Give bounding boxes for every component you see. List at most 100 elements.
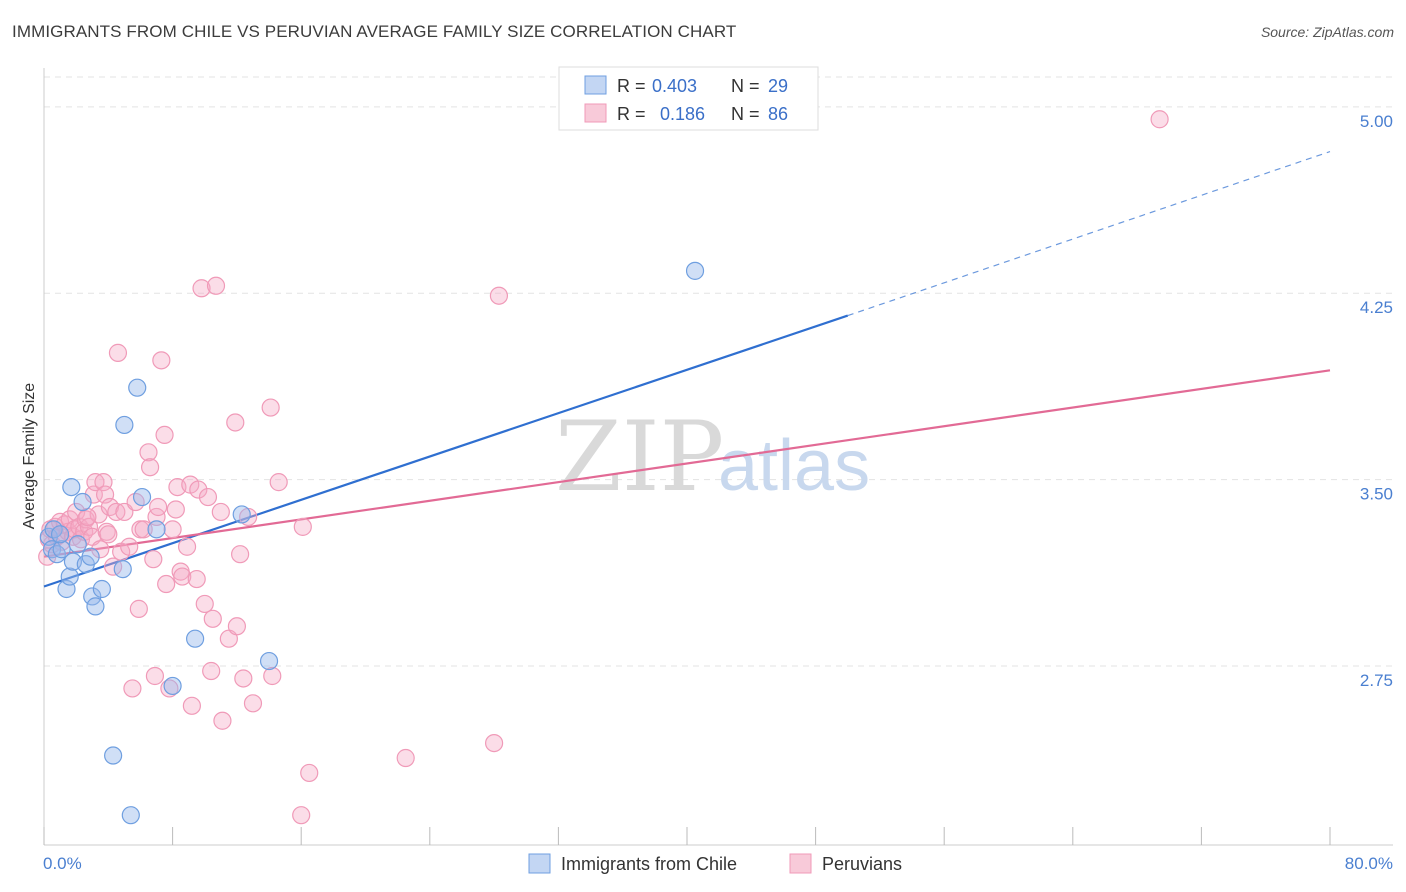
point-chile xyxy=(83,587,102,606)
legend-r-peruvians: 0.186 xyxy=(660,104,705,124)
point-peruvians xyxy=(91,540,110,559)
legend-series: Immigrants from Chile Peruvians xyxy=(528,853,902,874)
bottom-legend-swatch-chile xyxy=(528,853,551,874)
point-peruvians xyxy=(226,413,245,432)
point-peruvians xyxy=(108,343,128,362)
point-chile xyxy=(232,505,251,524)
chart-title: IMMIGRANTS FROM CHILE VS PERUVIAN AVERAG… xyxy=(12,22,737,41)
legend-r-label-peruvians: R = xyxy=(617,104,646,124)
y-tick-label: 3.50 xyxy=(1360,485,1393,504)
point-peruvians xyxy=(145,666,165,686)
point-chile xyxy=(113,560,132,579)
point-peruvians xyxy=(231,545,250,564)
y-tick-label: 4.25 xyxy=(1360,298,1393,317)
point-chile xyxy=(685,261,705,280)
y-tick-label: 2.75 xyxy=(1360,671,1393,690)
point-peruvians xyxy=(182,696,201,715)
point-chile xyxy=(186,629,205,648)
x-tick-min: 0.0% xyxy=(43,854,82,873)
watermark-atlas: atlas xyxy=(718,426,870,506)
watermark-zip: ZIP xyxy=(555,401,724,513)
legend-swatch-chile xyxy=(584,75,607,95)
point-peruvians xyxy=(177,537,197,556)
point-peruvians xyxy=(195,594,214,614)
point-peruvians xyxy=(67,502,86,522)
point-peruvians xyxy=(300,763,319,783)
point-chile xyxy=(62,477,81,497)
point-peruvians xyxy=(155,425,174,445)
point-chile xyxy=(86,597,105,616)
point-peruvians xyxy=(149,497,168,517)
point-peruvians xyxy=(123,679,142,698)
point-chile xyxy=(104,746,123,765)
point-peruvians xyxy=(203,609,222,628)
point-peruvians xyxy=(144,550,163,569)
point-chile xyxy=(115,415,134,435)
point-peruvians xyxy=(292,806,311,825)
point-peruvians xyxy=(261,398,280,417)
point-peruvians xyxy=(234,669,253,688)
point-chile xyxy=(132,487,152,507)
legend-n-label-peruvians: N = xyxy=(731,104,760,124)
point-peruvians xyxy=(213,711,232,730)
point-peruvians xyxy=(192,279,211,298)
x-tick-max: 80.0% xyxy=(1345,854,1393,873)
x-tick-labels: 0.0% 80.0% xyxy=(43,854,1393,873)
point-chile xyxy=(81,547,100,566)
point-peruvians xyxy=(396,748,415,768)
point-chile xyxy=(60,567,79,586)
bottom-legend-swatch-peruvians xyxy=(789,853,812,874)
trend-line-chile xyxy=(43,314,849,588)
y-tick-labels: 2.75 3.50 4.25 5.00 xyxy=(1360,112,1393,690)
point-peruvians xyxy=(485,733,504,753)
legend-r-chile: 0.403 xyxy=(652,76,697,96)
axes xyxy=(43,68,1393,846)
trend-line-chile-extension xyxy=(847,150,1331,317)
point-chile xyxy=(68,535,87,554)
legend-n-chile: 29 xyxy=(768,76,788,96)
point-peruvians xyxy=(243,694,263,713)
legend-r-label-chile: R = xyxy=(617,76,646,96)
chart-source: Source: ZipAtlas.com xyxy=(1260,24,1394,40)
point-peruvians xyxy=(140,458,160,477)
point-chile xyxy=(47,545,66,564)
point-peruvians xyxy=(120,537,139,556)
y-axis-label: Average Family Size xyxy=(21,383,38,530)
point-peruvians xyxy=(163,520,182,539)
grid-lines xyxy=(44,76,1393,667)
point-peruvians xyxy=(211,502,230,522)
point-chile xyxy=(128,378,147,397)
point-peruvians xyxy=(157,574,176,594)
point-chile xyxy=(121,806,140,825)
bottom-legend-label-peruvians: Peruvians xyxy=(822,854,902,874)
point-peruvians xyxy=(166,500,185,519)
trend-lines xyxy=(43,150,1331,588)
point-chile xyxy=(42,540,62,559)
watermark: ZIP atlas xyxy=(555,401,870,513)
legend-n-label-chile: N = xyxy=(731,76,760,96)
point-peruvians xyxy=(139,443,158,462)
point-peruvians xyxy=(202,661,221,681)
point-peruvians xyxy=(160,679,179,698)
point-chile xyxy=(259,651,279,671)
point-peruvians xyxy=(227,617,246,636)
point-peruvians xyxy=(129,599,148,618)
point-peruvians xyxy=(189,480,208,499)
legend-n-peruvians: 86 xyxy=(768,104,788,124)
point-peruvians xyxy=(152,351,171,370)
point-peruvians xyxy=(187,569,206,589)
point-chile xyxy=(73,492,92,512)
legend-swatch-peruvians xyxy=(584,103,607,123)
point-chile xyxy=(92,579,111,599)
y-tick-label: 5.00 xyxy=(1360,112,1393,131)
trend-line-peruvians xyxy=(43,369,1331,558)
legend-stats: R = 0.403 N = 29 R = 0.186 N = 86 xyxy=(558,66,819,131)
point-chile xyxy=(147,520,166,539)
point-peruvians xyxy=(60,510,79,529)
point-chile xyxy=(163,676,182,696)
data-points xyxy=(38,110,1169,825)
point-peruvians xyxy=(269,473,288,492)
point-peruvians xyxy=(173,567,192,586)
point-peruvians xyxy=(206,276,226,295)
